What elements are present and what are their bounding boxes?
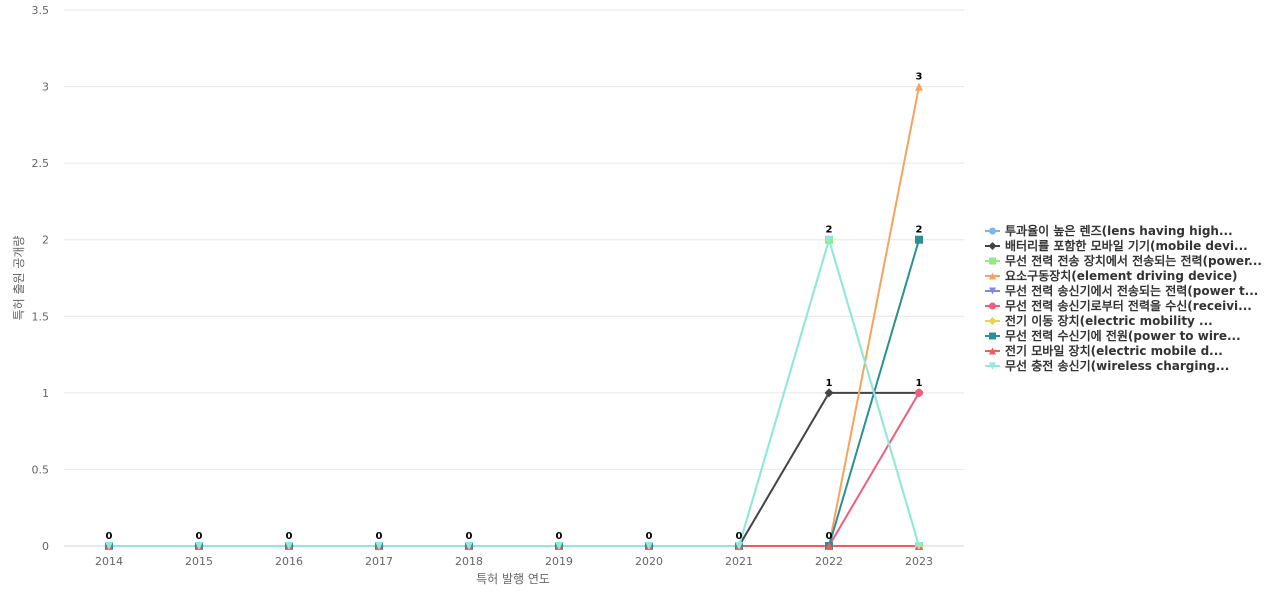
legend-label: 무선 충전 송신기(wireless charging... <box>1005 358 1229 373</box>
y-tick-label: 1 <box>42 387 49 400</box>
y-tick-label: 2.5 <box>32 157 50 170</box>
legend-label: 전기 이동 장치(electric mobility ... <box>1005 313 1213 328</box>
y-tick-label: 0.5 <box>32 463 50 476</box>
y-axis-ticks: 0 0.5 1 1.5 2 2.5 3 3.5 <box>32 4 50 553</box>
x-tick-label: 2018 <box>455 555 483 568</box>
legend-item[interactable]: 무선 전력 송신기에서 전송되는 전력(power t... <box>985 283 1258 298</box>
legend-marker <box>989 332 996 340</box>
legend-marker <box>988 242 997 250</box>
data-point <box>825 235 833 244</box>
y-tick-label: 0 <box>42 540 49 553</box>
legend-label: 무선 전력 송신기에서 전송되는 전력(power t... <box>1005 283 1258 298</box>
x-tick-label: 2014 <box>95 555 123 568</box>
legend-label: 무선 전력 전송 장치에서 전송되는 전력(power... <box>1005 253 1262 268</box>
data-point <box>375 542 383 550</box>
data-label: 0 <box>556 531 563 542</box>
data-point <box>555 542 563 550</box>
legend-label: 전기 모바일 장치(electric mobile d... <box>1005 343 1223 358</box>
data-label: 2 <box>826 225 833 236</box>
y-tick-label: 3.5 <box>32 4 50 17</box>
x-tick-label: 2023 <box>905 555 933 568</box>
x-tick-label: 2021 <box>725 555 753 568</box>
y-tick-label: 1.5 <box>32 310 50 323</box>
grid-lines <box>64 9 964 547</box>
data-label: 3 <box>916 72 923 83</box>
data-label: 1 <box>916 378 923 389</box>
data-label: 0 <box>826 531 833 542</box>
data-label: 0 <box>286 531 293 542</box>
data-label: 1 <box>826 378 833 389</box>
legend-label: 요소구동장치(element driving device) <box>1005 268 1237 283</box>
x-tick-label: 2015 <box>185 555 213 568</box>
data-label: 0 <box>466 531 473 542</box>
legend-item[interactable]: 요소구동장치(element driving device) <box>985 268 1237 283</box>
legend-item[interactable]: 무선 전력 전송 장치에서 전송되는 전력(power... <box>985 253 1262 268</box>
data-label: 0 <box>196 531 203 542</box>
legend-label: 무선 전력 수신기에 전원(power to wire... <box>1005 328 1241 343</box>
legend-item[interactable]: 전기 이동 장치(electric mobility ... <box>985 313 1213 328</box>
series-lines <box>108 85 920 547</box>
y-tick-label: 3 <box>42 81 49 94</box>
legend-item[interactable]: 전기 모바일 장치(electric mobile d... <box>985 343 1223 358</box>
x-tick-label: 2022 <box>815 555 843 568</box>
x-tick-label: 2017 <box>365 555 393 568</box>
legend-label: 배터리를 포함한 모바일 기기(mobile devi... <box>1005 238 1248 253</box>
legend-item[interactable]: 무선 전력 송신기로부터 전력을 수신(receivi... <box>985 298 1252 313</box>
data-point <box>105 542 113 550</box>
x-axis-ticks: 2014 2015 2016 2017 2018 2019 2020 2021 2022 2023 <box>95 555 933 568</box>
x-tick-label: 2019 <box>545 555 573 568</box>
legend-item[interactable]: 무선 전력 수신기에 전원(power to wire... <box>985 328 1241 343</box>
data-label: 2 <box>916 225 923 236</box>
legend-label: 무선 전력 송신기로부터 전력을 수신(receivi... <box>1005 298 1252 313</box>
data-point <box>915 235 923 244</box>
legend-marker <box>989 287 996 295</box>
legend-item[interactable]: 투과율이 높은 렌즈(lens having high... <box>985 223 1233 238</box>
data-point <box>915 388 923 397</box>
data-point <box>915 82 923 91</box>
y-tick-label: 2 <box>42 234 49 247</box>
x-tick-label: 2020 <box>635 555 663 568</box>
legend-item[interactable]: 무선 충전 송신기(wireless charging... <box>985 358 1229 373</box>
legend-item[interactable]: 배터리를 포함한 모바일 기기(mobile devi... <box>985 238 1248 253</box>
x-axis-title: 특허 발행 연도 <box>476 571 550 586</box>
legend-marker <box>989 227 996 235</box>
data-point <box>195 542 203 550</box>
data-point <box>825 542 833 550</box>
data-point <box>735 542 743 550</box>
legend-marker <box>989 362 996 370</box>
legend-marker <box>989 302 996 310</box>
data-point <box>465 542 473 550</box>
legend-marker <box>989 257 996 265</box>
legend-label: 투과율이 높은 렌즈(lens having high... <box>1005 223 1233 238</box>
data-label: 0 <box>736 531 743 542</box>
data-label: 0 <box>646 531 653 542</box>
data-point <box>824 388 834 398</box>
y-axis-title: 특허 출원 공개량 <box>12 236 26 321</box>
data-labels: 0 0 0 0 0 0 0 0 2 3 1 1 2 0 <box>106 72 923 542</box>
legend-marker <box>989 272 996 280</box>
x-tick-label: 2016 <box>275 555 303 568</box>
legend-marker <box>989 347 996 355</box>
series-markers <box>104 82 924 551</box>
series-line-10 <box>108 238 920 547</box>
data-point <box>645 542 653 550</box>
data-label: 0 <box>106 531 113 542</box>
legend-marker <box>988 317 997 325</box>
legend: 투과율이 높은 렌즈(lens having high...배터리를 포함한 모… <box>985 223 1262 373</box>
data-point <box>285 542 293 550</box>
data-point <box>915 542 923 550</box>
data-label: 0 <box>376 531 383 542</box>
